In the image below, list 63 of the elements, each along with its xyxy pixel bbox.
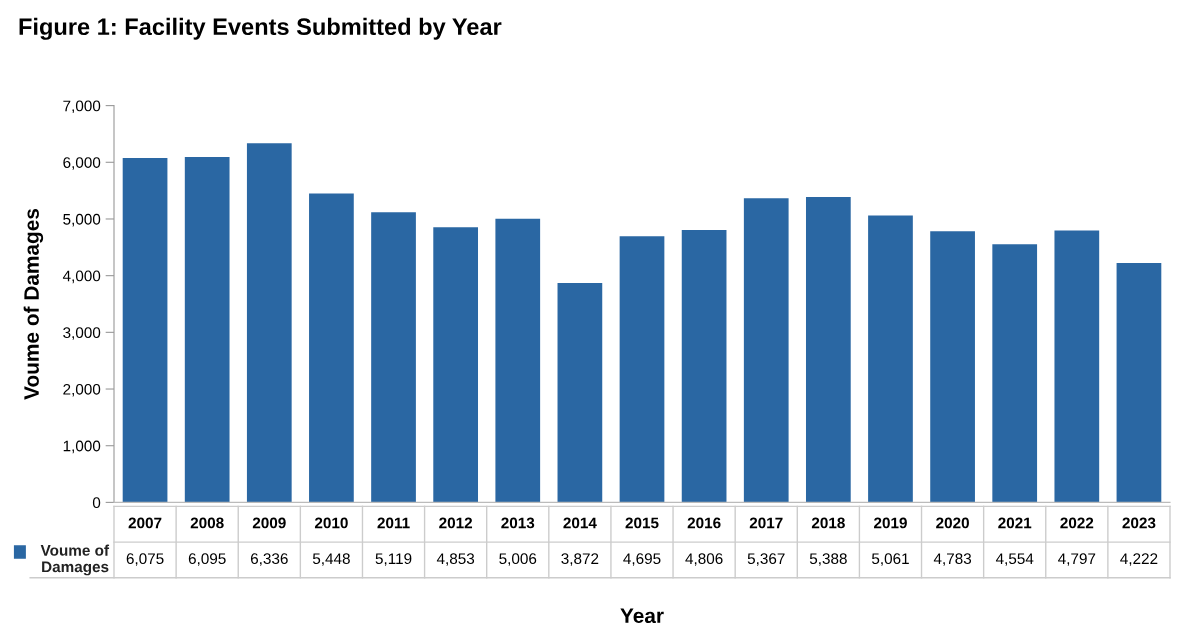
bar [371,212,416,503]
data-label: 5,367 [747,553,785,566]
x-tick-label: 2015 [625,517,659,529]
bar [1116,263,1162,503]
x-tick-label: 2021 [998,517,1032,529]
x-tick-label: 2023 [1122,517,1156,529]
data-label: 6,075 [126,553,164,566]
y-tick-label: 1,000 [63,440,101,454]
bar [309,193,354,503]
data-label: 4,797 [1058,553,1096,566]
x-tick-label: 2016 [687,517,721,529]
y-tick-label: 6,000 [63,157,101,170]
bar [184,156,230,503]
x-tick-label: 2014 [563,517,597,529]
data-label: 3,872 [561,553,599,566]
data-label: 5,388 [809,553,847,566]
bar [557,282,603,503]
bar [681,229,727,503]
data-label: 5,448 [312,553,350,566]
y-tick-label: 5,000 [63,213,101,227]
x-tick-label: 2011 [377,517,410,529]
x-tick-label: 2012 [439,517,473,529]
bar [992,244,1038,503]
legend-label: Voume of Damages [40,544,110,576]
x-tick-label: 2008 [190,517,224,529]
x-tick-label: 2019 [874,517,907,529]
data-label: 4,222 [1120,553,1158,566]
y-tick-label: 2,000 [63,383,101,397]
x-tick-label: 2020 [936,517,969,529]
data-label: 4,783 [933,553,972,566]
y-axis-title: Voume of Damages [23,208,44,400]
x-tick-label: 2007 [128,517,162,529]
bar [246,143,292,503]
y-tick-label: 7,000 [63,100,101,114]
x-tick-label: 2022 [1060,517,1094,529]
chart-title: Figure 1: Facility Events Submitted by Year [19,17,502,40]
y-tick-label: 4,000 [62,270,101,284]
bar [495,218,541,503]
data-label: 6,095 [188,553,226,566]
bar [122,158,168,503]
data-label: 6,336 [250,553,288,566]
data-label: 4,806 [685,553,723,566]
bar [868,215,913,503]
x-tick-label: 2018 [811,517,845,529]
data-label: 5,119 [375,553,412,566]
bar [433,227,479,503]
data-label: 4,554 [995,553,1034,566]
bar [930,231,975,503]
y-tick-label: 3,000 [63,327,101,340]
data-label: 5,006 [499,553,537,566]
x-tick-label: 2013 [501,517,535,529]
x-tick-label: 2017 [749,517,783,529]
bar [619,236,665,503]
x-axis-title: Year [620,608,664,624]
bar [805,196,851,503]
bar [1054,230,1100,503]
data-label: 5,061 [871,553,909,566]
bar [743,198,789,503]
x-tick-label: 2009 [252,517,286,529]
y-tick-label: 0 [92,497,101,509]
x-tick-label: 2010 [314,517,348,529]
data-label: 4,695 [623,553,661,566]
data-label: 4,853 [436,553,475,566]
